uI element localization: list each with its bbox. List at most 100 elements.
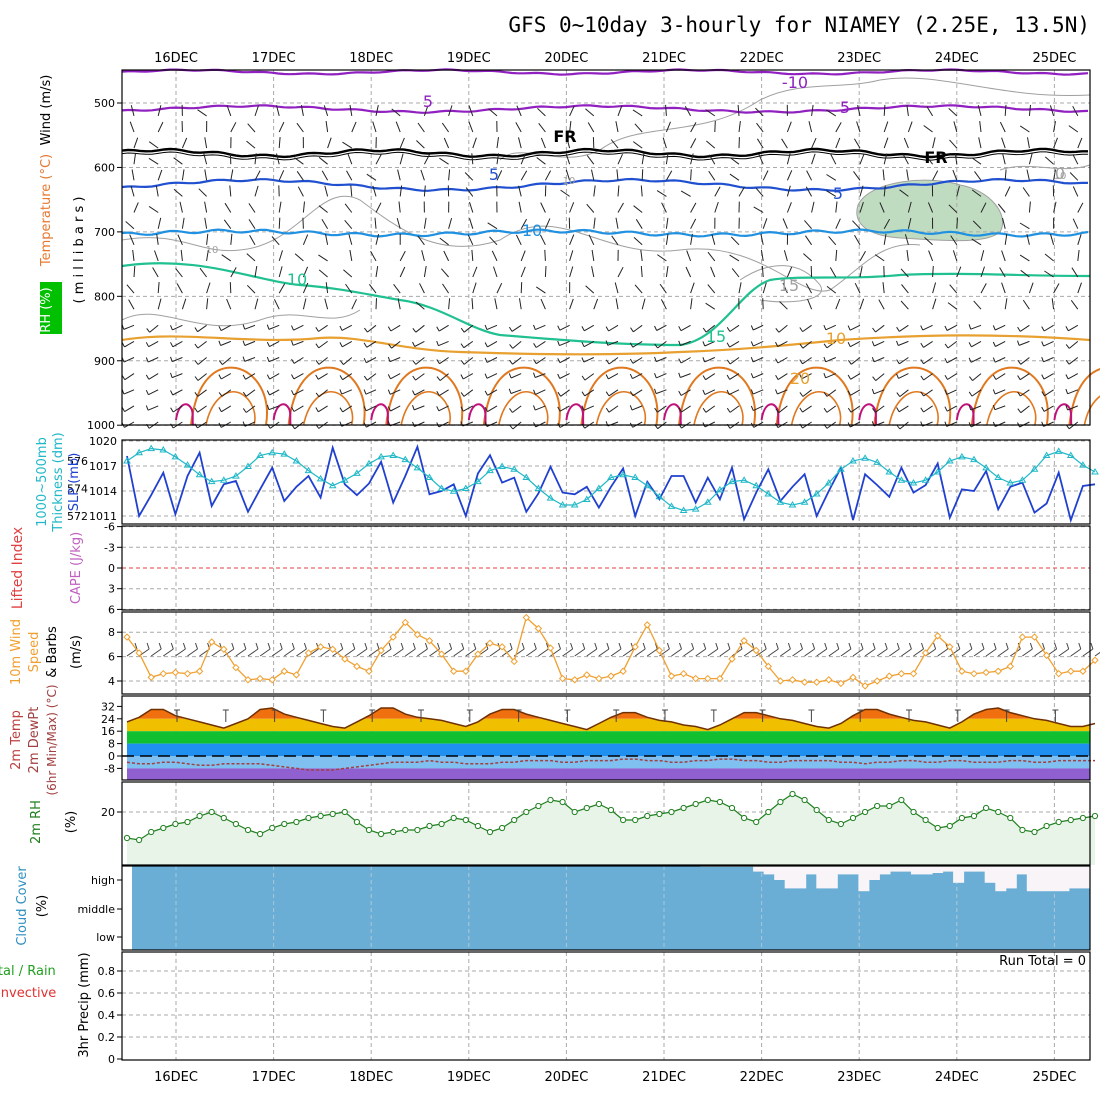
thickness-marker [933, 468, 942, 475]
wind10m-ylabel-4: (m/s) [69, 635, 84, 669]
wind-barb [511, 324, 522, 332]
wind-barb [448, 217, 453, 229]
wind-barb [907, 201, 912, 213]
wind-barb [611, 235, 619, 246]
thickness-marker [703, 498, 712, 505]
wind-barb [342, 405, 353, 413]
day-label-top: 18DEC [349, 51, 393, 66]
wind10m-barb [380, 648, 392, 657]
wind-barb [956, 185, 960, 197]
thickness-marker [365, 459, 373, 467]
wind10m-barb [768, 648, 779, 657]
wind-barb [875, 373, 885, 381]
isotherm-35-loop [955, 403, 975, 426]
wind-barb [632, 373, 643, 380]
wind-barb [397, 169, 401, 181]
wind-barb-feather [339, 325, 343, 331]
wind10m-marker [631, 643, 639, 651]
wind-barb [486, 357, 498, 363]
wind-barb [351, 299, 357, 310]
wind-barb [302, 201, 305, 213]
wind-barb [180, 249, 183, 261]
wind-barb [230, 233, 233, 245]
wind-barb [268, 324, 280, 330]
wind10m-barb-feather [666, 642, 670, 650]
wind10m-barb [622, 648, 634, 657]
wind-barb [518, 137, 522, 149]
wind-barb [758, 153, 764, 165]
wind-barb [587, 122, 595, 133]
cloud-cover-fill [132, 866, 1090, 950]
wind-barb [176, 283, 183, 294]
wind-barb-feather [944, 406, 948, 412]
wind-barb [641, 169, 644, 181]
contour-label: -10 [782, 73, 808, 92]
thickness-marker [788, 501, 797, 508]
thickness-tick-label: 572 [67, 510, 88, 523]
wind10m-barb-feather [400, 642, 404, 650]
wind-barb-feather [194, 360, 199, 365]
wind-barb-feather [871, 388, 875, 394]
wind-barb-feather [557, 391, 562, 397]
wind-barb [148, 389, 159, 396]
wind-barb [124, 340, 135, 348]
wind-barb [634, 284, 643, 294]
wind-barb-feather [847, 341, 851, 347]
wind-barb [972, 220, 982, 230]
wind-barb [704, 357, 715, 363]
cloud-clear-bar [858, 866, 870, 892]
wind-barb-feather [654, 373, 657, 379]
wind10m-marker [861, 682, 869, 690]
wind-barb [399, 266, 406, 278]
wind-barb [1022, 299, 1030, 310]
wind-barb-feather [847, 374, 852, 380]
precip-tick-label: 0.6 [98, 987, 116, 1000]
wind-barb [1051, 298, 1055, 310]
wind-barb [248, 203, 256, 213]
wind10m-barb-feather [303, 642, 307, 650]
wind-barb-feather [145, 357, 149, 363]
wind-barb [607, 340, 619, 346]
wind-barb-feather [726, 342, 731, 348]
wind-barb [665, 121, 671, 133]
thickness-marker [268, 448, 277, 456]
wind-barb [1026, 169, 1030, 181]
wind10m-barb-feather [957, 642, 961, 650]
wind10m-barb-feather [364, 642, 368, 650]
wind-barb [610, 139, 619, 149]
thickness-marker [377, 452, 385, 460]
wind-barb [487, 405, 498, 413]
wind-barb [761, 265, 764, 278]
wind-barb [1068, 125, 1079, 133]
rh2m-marker [559, 798, 566, 806]
wind-barb-feather [896, 359, 900, 365]
wind-barb [536, 157, 546, 165]
rh2m-marker [656, 810, 663, 818]
wind-barb [569, 105, 575, 117]
wind-barb [583, 405, 595, 411]
wind-barb [1019, 254, 1030, 262]
wind-barb [254, 185, 259, 197]
wind-barb [999, 267, 1006, 278]
wind-barb-feather [145, 342, 150, 347]
wind10m-barb-feather [412, 642, 416, 650]
wind-barb [203, 153, 208, 165]
wind-barb [1043, 324, 1054, 332]
wind10m-barb [755, 648, 767, 657]
wind-barb [206, 298, 209, 310]
wind10m-barb-feather [836, 642, 840, 650]
wind-barb [1053, 121, 1056, 133]
wind-barb [327, 137, 332, 149]
wind10m-marker [704, 674, 712, 683]
wind-barb [932, 137, 936, 149]
wind-barb [278, 283, 286, 294]
rh2m-marker [934, 824, 941, 832]
wind-barb-feather [702, 341, 706, 347]
wind-barb-feather [896, 424, 901, 430]
cloud-clear-bar [868, 866, 880, 880]
wind-barb [705, 405, 716, 413]
panel-frame-pressure [121, 439, 1091, 525]
wind-barb-feather [387, 326, 392, 332]
wind-barb [584, 373, 595, 381]
cloud-ylabel-2: (%) [35, 895, 50, 918]
